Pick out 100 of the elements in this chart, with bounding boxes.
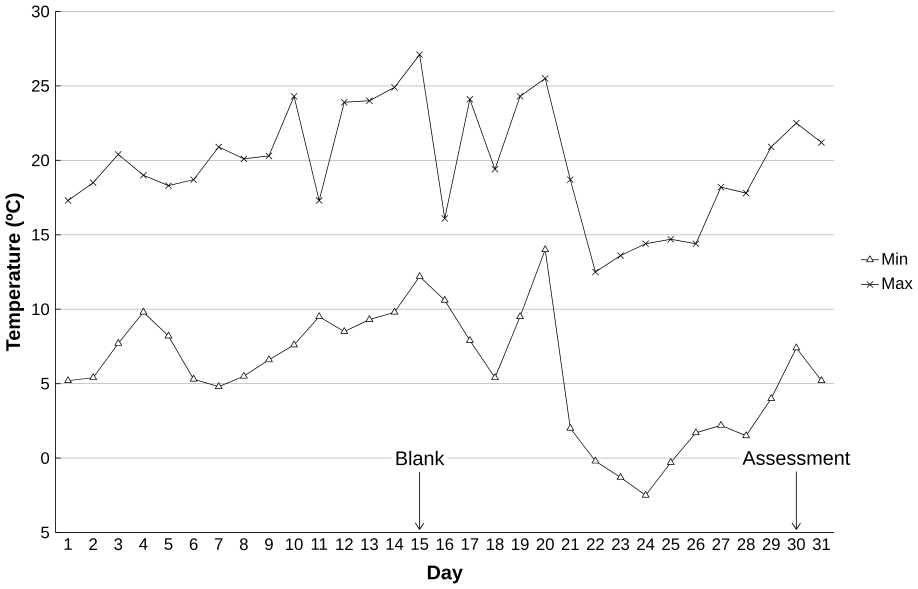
x-tick-label: 12 xyxy=(336,538,353,550)
point xyxy=(617,252,624,260)
point xyxy=(290,340,298,348)
x-tick-label: 7 xyxy=(214,538,223,550)
y-tick-label: 5 xyxy=(41,378,50,390)
x-tick-label: 17 xyxy=(462,538,478,550)
y-tick-label: 0 xyxy=(41,452,50,464)
point xyxy=(616,473,624,480)
x-tick-label: 8 xyxy=(240,538,248,550)
y-tick-label: 15 xyxy=(32,229,50,241)
x-tick-label: 2 xyxy=(89,538,97,550)
point xyxy=(516,92,524,100)
point xyxy=(742,190,750,197)
x-tick-label: 3 xyxy=(114,538,122,550)
point xyxy=(566,176,574,184)
x-axis-title: Day xyxy=(428,566,463,584)
point xyxy=(416,51,424,58)
point xyxy=(315,312,323,320)
point xyxy=(214,382,223,390)
point xyxy=(316,197,323,204)
x-tick-label: 24 xyxy=(637,538,654,550)
point xyxy=(667,236,674,243)
x-tick-label: 25 xyxy=(662,538,680,550)
ref-line-label: Assessment xyxy=(742,451,850,466)
point xyxy=(190,176,198,184)
y-tick-label: 25 xyxy=(32,80,50,92)
x-tick-label: 18 xyxy=(486,538,504,550)
point xyxy=(215,144,222,150)
point xyxy=(566,424,574,431)
point xyxy=(64,376,72,384)
x-tick-label: 10 xyxy=(286,538,303,550)
point xyxy=(265,152,272,160)
point xyxy=(792,120,800,127)
x-tick-label: 23 xyxy=(612,538,630,550)
point xyxy=(340,98,348,106)
point xyxy=(592,456,600,464)
point xyxy=(642,491,650,498)
point xyxy=(642,240,650,248)
point xyxy=(165,182,172,190)
point xyxy=(466,336,474,343)
point xyxy=(440,296,449,303)
point xyxy=(516,312,524,320)
point xyxy=(717,421,725,428)
point xyxy=(64,197,72,204)
x-tick-label: 15 xyxy=(412,538,428,550)
point xyxy=(768,144,775,150)
point xyxy=(491,373,499,380)
point xyxy=(366,315,374,322)
x-tick-label: 13 xyxy=(361,538,378,550)
point xyxy=(767,394,776,401)
point xyxy=(366,97,373,104)
x-tick-label: 26 xyxy=(687,538,704,550)
point xyxy=(692,428,700,436)
point xyxy=(89,373,97,380)
point xyxy=(114,150,122,158)
point xyxy=(340,327,348,334)
ref-line-label: Blank xyxy=(396,450,444,466)
x-tick-label: 19 xyxy=(512,538,529,550)
point xyxy=(240,372,248,379)
y-tick-label: 30 xyxy=(32,6,50,18)
x-tick-label: 16 xyxy=(436,538,454,550)
point xyxy=(792,344,800,350)
point xyxy=(492,166,498,173)
point xyxy=(718,184,724,191)
point xyxy=(742,431,750,438)
point xyxy=(666,458,675,465)
y-tick-label: 20 xyxy=(32,154,50,166)
x-tick-label: 29 xyxy=(762,538,780,550)
point xyxy=(592,268,599,276)
point xyxy=(441,214,448,222)
x-tick-label: 27 xyxy=(712,538,730,550)
point xyxy=(265,356,273,362)
point xyxy=(240,155,248,162)
legend-label: Max xyxy=(882,278,913,290)
x-tick-label: 4 xyxy=(139,538,148,550)
x-tick-label: 30 xyxy=(788,538,805,550)
point xyxy=(390,308,398,315)
point xyxy=(818,376,826,384)
point xyxy=(692,240,700,248)
legend-label: Min xyxy=(882,252,908,265)
point xyxy=(140,172,147,179)
y-tick-label: 10 xyxy=(32,303,50,316)
x-tick-label: 1 xyxy=(64,538,72,550)
point xyxy=(140,308,148,315)
point xyxy=(541,245,549,252)
x-tick-label: 31 xyxy=(812,538,830,550)
point xyxy=(542,75,549,82)
x-tick-label: 28 xyxy=(738,538,755,550)
point xyxy=(416,272,424,279)
x-tick-label: 6 xyxy=(190,538,198,550)
point xyxy=(290,92,298,100)
y-tick-label: 5 xyxy=(41,526,50,538)
x-tick-label: 14 xyxy=(386,538,404,550)
x-tick-label: 20 xyxy=(536,538,554,550)
point xyxy=(90,179,97,186)
x-tick-label: 21 xyxy=(562,538,579,550)
point xyxy=(391,84,398,91)
point xyxy=(164,332,172,338)
point xyxy=(466,96,474,103)
point xyxy=(190,374,198,382)
